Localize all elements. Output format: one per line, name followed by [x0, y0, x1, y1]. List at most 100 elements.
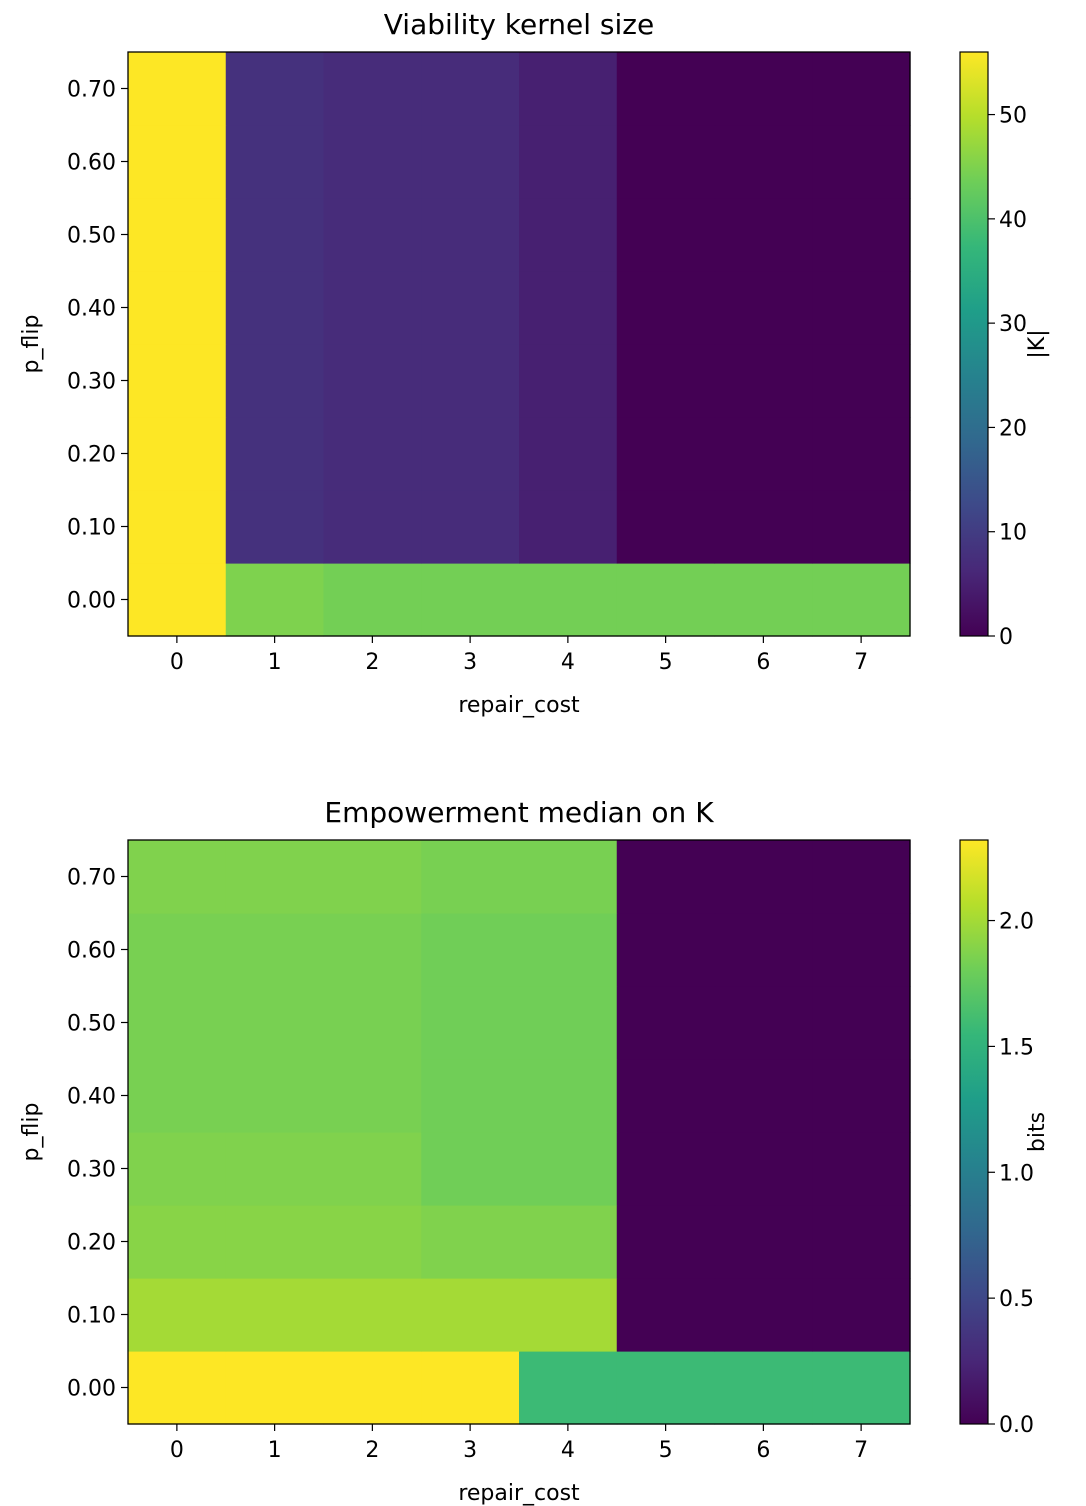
heatmap-cell: [519, 1132, 618, 1206]
heatmap-cell: [812, 913, 911, 987]
heatmap-cell: [128, 417, 227, 491]
heatmap-cell: [714, 840, 813, 914]
x-tick-label: 2: [365, 1438, 379, 1463]
x-axis-label: repair_cost: [458, 693, 580, 718]
y-tick-label: 0.50: [67, 1012, 116, 1037]
axes-frame: [127, 839, 911, 1425]
heatmap-cell: [616, 840, 716, 914]
heatmap-cell: [421, 490, 520, 564]
heatmap-cell: [323, 1278, 422, 1352]
heatmap-cell: [128, 913, 227, 987]
heatmap-cell: [421, 840, 520, 914]
heatmap-cell: [225, 1059, 325, 1133]
heatmap-cell: [421, 1059, 520, 1133]
y-tick-label: 0.10: [67, 1304, 116, 1329]
colorbar-tick-label: 0: [999, 625, 1013, 650]
y-tick-label: 0.40: [67, 297, 116, 322]
heatmap-cell: [225, 563, 325, 637]
heatmap-cell: [225, 1205, 325, 1279]
colorbar-tick-label: 20: [999, 416, 1027, 441]
y-tick-label: 0.70: [67, 78, 116, 103]
heatmap-cell: [128, 840, 227, 914]
y-tick-label: 0.30: [67, 1158, 116, 1183]
heatmap-cell: [812, 490, 911, 564]
heatmap-cell: [225, 125, 325, 199]
heatmap-cell: [519, 1351, 618, 1425]
chart-title: Empowerment median on K: [324, 796, 714, 829]
heatmap-cell: [616, 125, 716, 199]
x-tick-label: 6: [756, 1438, 770, 1463]
heatmap-cell: [812, 1351, 911, 1425]
heatmap-cell: [616, 490, 716, 564]
heatmap-cell: [812, 986, 911, 1060]
heatmap-cell: [714, 198, 813, 272]
x-tick-label: 7: [854, 1438, 868, 1463]
colorbar-tick-label: 50: [999, 104, 1027, 129]
y-tick-label: 0.00: [67, 589, 116, 614]
heatmap-cell: [714, 1278, 813, 1352]
heatmap-cell: [812, 417, 911, 491]
heatmap-cell: [519, 563, 618, 637]
heatmap-cell: [128, 1351, 227, 1425]
heatmap-cell: [812, 271, 911, 345]
heatmap-cell: [225, 1278, 325, 1352]
colorbar-tick-label: 1.5: [999, 1035, 1034, 1060]
heatmap-cell: [421, 52, 520, 126]
y-tick-label: 0.10: [67, 516, 116, 541]
heatmap-cell: [714, 52, 813, 126]
heatmap-cell: [519, 125, 618, 199]
heatmap-cell: [812, 1205, 911, 1279]
colorbar-label: bits: [1025, 1112, 1050, 1152]
heatmap-cell: [519, 913, 618, 987]
heatmap-cell: [421, 563, 520, 637]
heatmap-cell: [812, 1132, 911, 1206]
x-tick-label: 7: [854, 650, 868, 675]
y-tick-label: 0.20: [67, 443, 116, 468]
x-axis-label: repair_cost: [458, 1481, 580, 1506]
heatmap-cell: [421, 913, 520, 987]
heatmap-cell: [812, 840, 911, 914]
heatmap-cell: [616, 986, 716, 1060]
colorbar-tick-label: 0.0: [999, 1413, 1034, 1438]
x-tick-label: 1: [268, 650, 282, 675]
heatmap-cell: [616, 563, 716, 637]
heatmap-cell: [519, 490, 618, 564]
heatmap-cell: [128, 52, 227, 126]
heatmap-cell: [812, 125, 911, 199]
heatmap-cell: [714, 125, 813, 199]
heatmap-cell: [714, 986, 813, 1060]
colorbar-tick-label: 30: [999, 312, 1027, 337]
x-tick-label: 0: [170, 650, 184, 675]
chart-panel-1: 0 1 2 3 4 5 6 7 0.00 0.10 0.20 0.30 0.40 0.50 0.60 0.70…: [19, 8, 1050, 718]
heatmap-cell: [323, 125, 422, 199]
heatmap-cell: [128, 563, 227, 637]
colorbar: [959, 839, 989, 1425]
heatmap-cell: [714, 913, 813, 987]
heatmap-cell: [421, 417, 520, 491]
heatmap-cell: [128, 1205, 227, 1279]
heatmap-cell: [323, 913, 422, 987]
heatmap-cell: [519, 198, 618, 272]
heatmap-cell: [323, 52, 422, 126]
heatmap-cell: [616, 271, 716, 345]
heatmap-cell: [421, 1132, 520, 1206]
heatmap-cell: [519, 52, 618, 126]
heatmap-cell: [323, 1351, 422, 1425]
heatmap-cell: [714, 1059, 813, 1133]
heatmap-cell: [616, 913, 716, 987]
x-tick-label: 3: [463, 1438, 477, 1463]
y-tick-label: 0.50: [67, 224, 116, 249]
colorbar-tick-label: 10: [999, 521, 1027, 546]
heatmap-cell: [225, 840, 325, 914]
y-tick-label: 0.00: [67, 1377, 116, 1402]
heatmap-cell: [128, 1278, 227, 1352]
heatmap-cell: [616, 1132, 716, 1206]
heatmap-cell: [323, 490, 422, 564]
heatmap-cell: [519, 271, 618, 345]
heatmap-cell: [519, 344, 618, 418]
y-tick-label: 0.20: [67, 1231, 116, 1256]
heatmap-cell: [128, 1132, 227, 1206]
heatmap-cell: [128, 271, 227, 345]
heatmap-cell: [323, 1132, 422, 1206]
